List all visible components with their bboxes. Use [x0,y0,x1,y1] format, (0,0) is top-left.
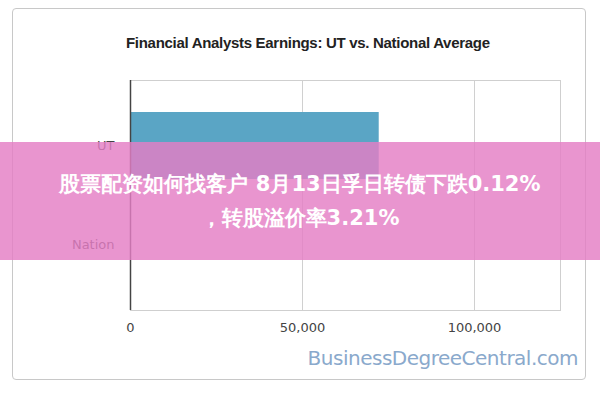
html-text:BusinessDegreeCentral.com: BusinessDegreeCentral.com [307,346,578,370]
svg-text:100,000: 100,000 [448,320,502,335]
html-text:股票配资如何找客户 8月13日孚日转债下跌0.12%: 股票配资如何找客户 8月13日孚日转债下跌0.12% [59,172,541,196]
html-text:Financial Analysts Earnings: U: Financial Analysts Earnings: UT vs. Nati… [126,34,490,51]
html-text:，转股溢价率3.21%: ，转股溢价率3.21% [200,206,400,230]
svg-text:0: 0 [126,320,134,335]
svg-text:50,000: 50,000 [280,320,326,335]
